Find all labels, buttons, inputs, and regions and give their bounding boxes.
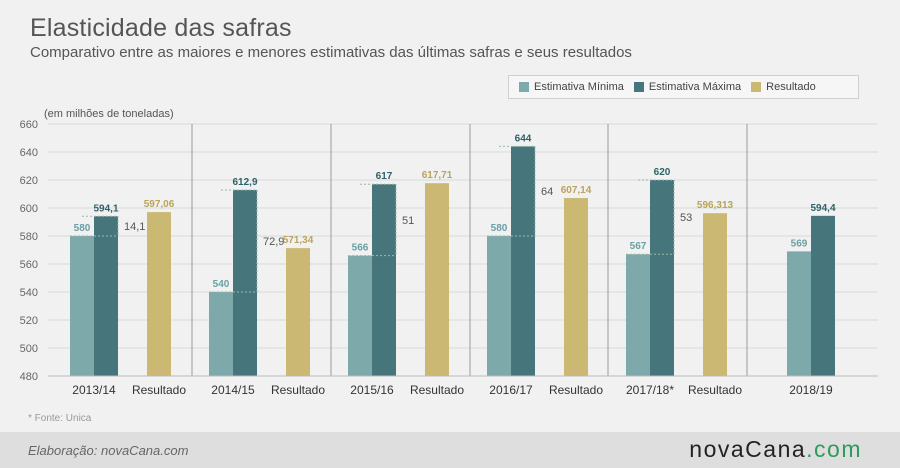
bar-result — [564, 198, 588, 376]
y-tick-label: 520 — [20, 315, 38, 327]
legend-item-min: Estimativa Mínima — [519, 81, 624, 93]
x-tick-label: 2015/16 — [350, 383, 394, 397]
brand-logo: novaCana.com — [689, 436, 862, 463]
bar-max — [233, 189, 257, 376]
diff-label: 53 — [680, 212, 692, 224]
bar-max — [650, 180, 674, 376]
bar-max-label: 617 — [376, 171, 393, 182]
bar-max-label: 612,9 — [232, 177, 257, 188]
x-tick-label-result: Resultado — [271, 383, 325, 397]
bar-min-label: 580 — [74, 223, 91, 234]
bar-min — [487, 236, 511, 376]
footer-bar — [0, 432, 900, 468]
legend-swatch-max — [633, 82, 644, 92]
y-tick-label: 500 — [20, 343, 38, 355]
legend-label-min: Estimativa Mínima — [534, 81, 624, 93]
legend-swatch-result — [751, 82, 762, 92]
chart-title: Elasticidade das safras — [30, 14, 292, 42]
y-axis-label: (em milhões de toneladas) — [44, 108, 174, 120]
diff-label: 51 — [402, 215, 414, 227]
x-tick-label-result: Resultado — [410, 383, 464, 397]
legend-item-max: Estimativa Máxima — [633, 81, 742, 93]
legend-swatch-min — [519, 82, 529, 92]
bar-min — [209, 292, 233, 376]
footer-credit: Elaboração: novaCana.com — [28, 443, 189, 458]
bar-result — [425, 183, 449, 376]
bar-max — [94, 216, 118, 376]
bar-max — [372, 184, 396, 376]
x-tick-label: 2017/18* — [626, 383, 674, 397]
y-tick-label: 560 — [20, 259, 38, 271]
y-tick-label: 580 — [20, 231, 38, 243]
y-tick-label: 480 — [20, 371, 38, 383]
bar-min-label: 566 — [352, 243, 369, 254]
bar-result-label: 617,71 — [422, 170, 453, 181]
legend: Estimativa Mínima Estimativa Máxima Resu… — [508, 75, 859, 99]
legend-item-result: Resultado — [751, 81, 816, 93]
bar-max — [511, 146, 535, 376]
chart-plot: 480 500 520 540 560 580 600 620 640 660 (em milhõe… — [20, 108, 878, 397]
x-tick-label: 2013/14 — [72, 383, 116, 397]
y-tick-label: 620 — [20, 175, 38, 187]
bar-min — [70, 236, 94, 376]
bar-result — [703, 213, 727, 376]
bar-min — [626, 254, 650, 376]
footnote: * Fonte: Unica — [28, 413, 92, 424]
bar-min-label: 569 — [791, 238, 808, 249]
x-tick-label-result: Resultado — [549, 383, 603, 397]
bar-result — [147, 212, 171, 376]
bar-min-label: 580 — [491, 223, 508, 234]
brand-main: novaCana — [689, 436, 807, 462]
bar-min-label: 540 — [213, 279, 230, 290]
x-tick-label-result: Resultado — [688, 383, 742, 397]
bar-min-label: 567 — [630, 241, 647, 252]
bar-max-label: 620 — [654, 167, 671, 178]
brand-tld: .com — [806, 436, 862, 462]
bar-min — [348, 255, 372, 376]
diff-label: 64 — [541, 186, 553, 198]
diff-label: 72,9 — [263, 236, 284, 248]
bar-max-label: 594,4 — [810, 203, 835, 214]
x-tick-label: 2014/15 — [211, 383, 255, 397]
x-tick-label-result: Resultado — [132, 383, 186, 397]
bar-result-label: 571,34 — [283, 235, 314, 246]
bar-result-label: 596,313 — [697, 200, 734, 211]
y-tick-label: 640 — [20, 147, 38, 159]
y-tick-label: 660 — [20, 119, 38, 131]
bar-max-label: 644 — [515, 133, 532, 144]
chart-subtitle: Comparativo entre as maiores e menores e… — [30, 44, 632, 61]
x-tick-label: 2016/17 — [489, 383, 533, 397]
bar-min — [787, 251, 811, 376]
legend-label-max: Estimativa Máxima — [648, 81, 742, 93]
y-tick-label: 600 — [20, 203, 38, 215]
bar-max-label: 594,1 — [93, 203, 118, 214]
bar-result — [286, 248, 310, 376]
y-tick-label: 540 — [20, 287, 38, 299]
x-tick-label: 2018/19 — [789, 383, 833, 397]
bar-result-label: 597,06 — [144, 199, 175, 210]
diff-label: 14,1 — [124, 221, 145, 233]
legend-label-result: Resultado — [766, 81, 816, 93]
bar-result-label: 607,14 — [561, 185, 592, 196]
bar-max — [811, 215, 835, 376]
